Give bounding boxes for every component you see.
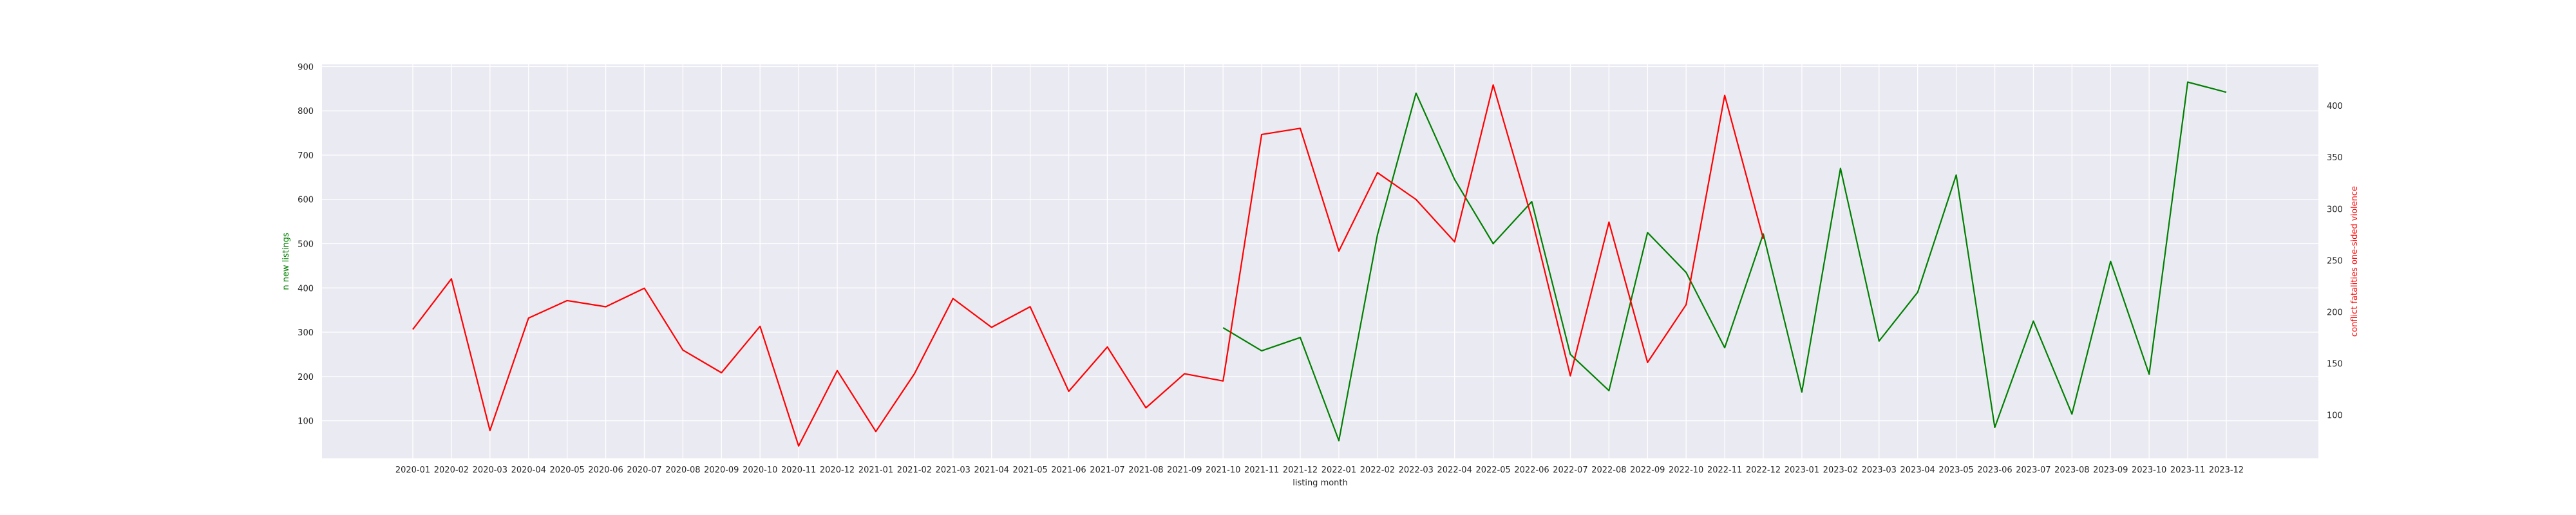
- x-tick-label: 2020-01: [395, 465, 430, 475]
- x-tick-label: 2021-11: [1244, 465, 1279, 475]
- x-tick-label: 2022-06: [1514, 465, 1549, 475]
- x-tick-label: 2021-02: [897, 465, 932, 475]
- x-tick-label: 2022-12: [1746, 465, 1781, 475]
- x-tick-label: 2022-10: [1669, 465, 1703, 475]
- x-tick-label: 2020-08: [665, 465, 700, 475]
- x-tick-label: 2023-04: [1900, 465, 1935, 475]
- listings-line: [1222, 81, 2227, 442]
- x-tick-label: 2023-06: [1977, 465, 2012, 475]
- x-tick-label: 2023-09: [2093, 465, 2128, 475]
- x-tick-label: 2022-05: [1475, 465, 1510, 475]
- x-tick-label: 2020-03: [473, 465, 507, 475]
- x-tick-label: 2021-04: [974, 465, 1009, 475]
- left-y-tick-label: 300: [298, 328, 314, 338]
- x-tick-label: 2023-12: [2209, 465, 2244, 475]
- x-tick-label: 2023-08: [2054, 465, 2089, 475]
- x-tick-label: 2023-01: [1785, 465, 1819, 475]
- x-tick-label: 2021-05: [1012, 465, 1047, 475]
- x-tick-label: 2022-07: [1553, 465, 1587, 475]
- x-tick-label: 2023-10: [2132, 465, 2166, 475]
- x-tick-label: 2020-04: [511, 465, 546, 475]
- left-y-tick-label: 800: [298, 107, 314, 117]
- x-tick-label: 2022-01: [1321, 465, 1356, 475]
- right-y-tick-label: 150: [2327, 360, 2343, 370]
- x-tick-label: 2020-06: [588, 465, 623, 475]
- x-tick-label: 2020-12: [820, 465, 855, 475]
- x-tick-label: 2021-10: [1206, 465, 1240, 475]
- x-tick-label: 2022-11: [1707, 465, 1742, 475]
- x-tick-label: 2020-10: [743, 465, 777, 475]
- right-y-tick-label: 350: [2327, 153, 2343, 163]
- x-tick-labels: 2020-01 2020-02 2020-03 2020-04 2020-05 2020-…: [395, 465, 2244, 475]
- x-tick-label: 2021-12: [1283, 465, 1318, 475]
- right-y-tick-label: 250: [2327, 256, 2343, 266]
- x-tick-label: 2021-07: [1090, 465, 1124, 475]
- right-y-axis-title: conflict fatalities one-sided violence: [2350, 186, 2360, 337]
- left-y-tick-label: 200: [298, 373, 314, 382]
- x-tick-label: 2023-03: [1862, 465, 1897, 475]
- x-tick-label: 2023-11: [2170, 465, 2205, 475]
- left-y-tick-label: 500: [298, 239, 314, 249]
- plot-background: [322, 64, 2318, 458]
- right-y-tick-label: 200: [2327, 308, 2343, 318]
- x-tick-label: 2022-03: [1399, 465, 1434, 475]
- series-lines: [412, 81, 2227, 447]
- x-tick-label: 2022-04: [1437, 465, 1472, 475]
- x-tick-label: 2021-01: [858, 465, 893, 475]
- x-tick-label: 2023-07: [2016, 465, 2050, 475]
- right-y-tick-label: 300: [2327, 205, 2343, 214]
- right-y-tick-label: 100: [2327, 411, 2343, 421]
- x-tick-label: 2020-02: [434, 465, 469, 475]
- x-tick-label: 2022-08: [1591, 465, 1626, 475]
- left-y-tick-label: 700: [298, 151, 314, 161]
- left-y-tick-labels: 100 200 300 400 500 600 700 800 900: [298, 62, 314, 426]
- x-tick-label: 2020-05: [549, 465, 584, 475]
- left-y-tick-label: 600: [298, 196, 314, 205]
- left-y-tick-label: 100: [298, 417, 314, 427]
- x-tick-label: 2023-02: [1823, 465, 1858, 475]
- right-y-tick-label: 400: [2327, 102, 2343, 111]
- fatalities-line: [412, 84, 1765, 447]
- x-axis-title: listing month: [1293, 478, 1348, 488]
- x-tick-label: 2021-03: [936, 465, 971, 475]
- x-tick-label: 2022-09: [1630, 465, 1665, 475]
- x-tick-label: 2022-02: [1360, 465, 1395, 475]
- x-tick-label: 2020-09: [704, 465, 739, 475]
- x-tick-label: 2023-05: [1938, 465, 1973, 475]
- x-tick-label: 2021-08: [1128, 465, 1163, 475]
- right-y-tick-labels: 100 150 200 250 300 350 400: [2327, 102, 2343, 421]
- left-y-tick-label: 900: [298, 62, 314, 72]
- x-tick-label: 2021-06: [1051, 465, 1086, 475]
- grid: [322, 64, 2318, 458]
- x-tick-label: 2020-11: [781, 465, 816, 475]
- x-tick-label: 2021-09: [1167, 465, 1202, 475]
- x-tick-label: 2020-07: [627, 465, 661, 475]
- left-y-axis-title: n new listings: [281, 232, 291, 290]
- left-y-tick-label: 400: [298, 284, 314, 294]
